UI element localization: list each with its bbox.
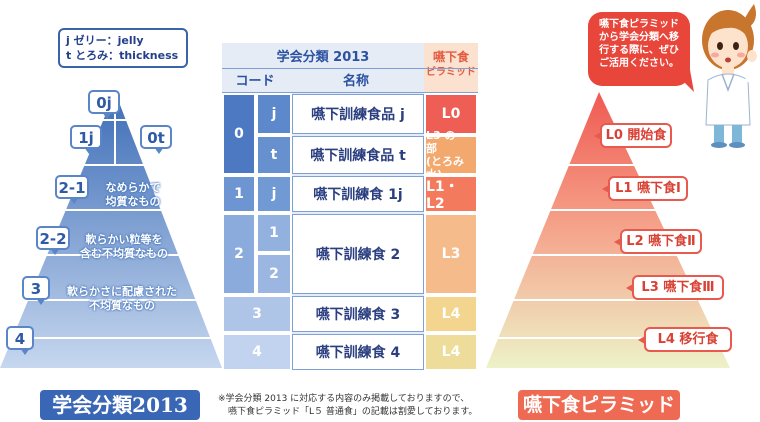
- code-cell-4: 4: [222, 333, 292, 371]
- desc-3-line1: 軟らかさに配慮された: [67, 285, 177, 298]
- right-tag-l0: L0 開始食: [594, 123, 672, 148]
- level-desc-2-2: 軟らかい粒等を 含む不均質なもの: [62, 233, 186, 261]
- level-tag-3: 3: [22, 276, 50, 305]
- name-cell-1j: 嚥下訓練食 1j: [292, 176, 424, 212]
- bubble-tail: [672, 70, 694, 92]
- pyramid-cell-2: L3: [424, 213, 478, 295]
- footer-gakkai-bunrui: 学会分類2013: [40, 390, 200, 420]
- footer-enge-pyramid: 嚥下食ピラミッド: [518, 390, 680, 420]
- legend-jelly: j ゼリー：jelly: [66, 34, 144, 47]
- footnote-line1: ※学会分類 2013 に対応する内容のみ掲載しておりますので、: [218, 394, 470, 404]
- desc-2-1-line2: 均質なもの: [105, 195, 161, 208]
- right-tag-l3: L3 嚥下食Ⅲ: [626, 275, 724, 300]
- level-tag-2-1: 2-1: [55, 175, 89, 204]
- pyramid-0t-line1: L3 の一部: [426, 129, 467, 155]
- bubble-line4: ご活用ください。: [599, 58, 679, 69]
- nurse-character-illustration: [702, 4, 758, 148]
- level-desc-2-1: なめらかで 均質なもの: [88, 181, 178, 209]
- subcode-cell-0j: j: [256, 93, 292, 135]
- subcode-cell-2-2: 2: [256, 253, 292, 295]
- pyramid-cell-3: L4: [424, 295, 478, 333]
- header-divider: [222, 68, 478, 69]
- pyramid-cell-1j: L1・L2: [424, 175, 478, 213]
- desc-2-2-line1: 軟らかい粒等を: [85, 233, 163, 246]
- bubble-line1: 嚥下食ピラミッド: [599, 19, 679, 30]
- subcode-cell-0t: t: [256, 135, 292, 175]
- name-cell-3: 嚥下訓練食 3: [292, 296, 424, 332]
- level-tag-1j: 1j: [70, 125, 102, 154]
- table-title: 学会分類 2013: [276, 50, 370, 65]
- desc-3-line2: 不均質なもの: [89, 299, 155, 312]
- pyramid-cell-0j: L0: [424, 93, 478, 135]
- legend-thickness: t とろみ：thickness: [66, 49, 179, 62]
- bubble-line3: 行する際に、ぜひ: [599, 45, 679, 56]
- name-cell-0t: 嚥下訓練食品 t: [292, 136, 424, 174]
- code-cell-0: 0: [222, 93, 256, 175]
- left-pyramid: [0, 92, 222, 368]
- header-pyramid-line2: ピラミッド: [426, 67, 476, 78]
- name-cell-2: 嚥下訓練食 2: [292, 214, 424, 294]
- desc-2-2-line2: 含む不均質なもの: [80, 247, 168, 260]
- pyramid-cell-4: L4: [424, 333, 478, 371]
- table-header-pyramid: 嚥下食 ピラミッド: [424, 50, 478, 80]
- level-tag-0j: 0j: [88, 90, 120, 119]
- right-tag-l1: L1 嚥下食Ⅰ: [602, 176, 688, 201]
- level-desc-3: 軟らかさに配慮された 不均質なもの: [52, 285, 192, 313]
- footnote-line2: 嚥下食ピラミッド「L５ 普通食」の記載は割愛しております。: [228, 407, 478, 417]
- level-tag-0t: 0t: [140, 125, 172, 154]
- subcode-cell-2-1: 1: [256, 213, 292, 253]
- level-tag-4: 4: [6, 326, 34, 355]
- pyramid-cell-0t: L3 の一部 (とろみ水): [424, 129, 478, 181]
- name-cell-0j: 嚥下訓練食品 j: [292, 94, 424, 134]
- right-tag-l4: L4 移行食: [638, 327, 732, 352]
- desc-2-1-line1: なめらかで: [105, 181, 161, 194]
- name-cell-4: 嚥下訓練食 4: [292, 334, 424, 370]
- footnote: ※学会分類 2013 に対応する内容のみ掲載しておりますので、 嚥下食ピラミッド…: [218, 393, 508, 419]
- subcode-cell-1j: j: [256, 175, 292, 213]
- table-header-code: コード: [235, 74, 275, 89]
- code-cell-1: 1: [222, 175, 256, 213]
- speech-bubble: 嚥下食ピラミッド から学会分類へ移 行する際に、ぜひ ご活用ください。: [588, 12, 690, 86]
- table-header-name: 名称: [342, 74, 369, 89]
- code-cell-3: 3: [222, 295, 292, 333]
- code-cell-2: 2: [222, 213, 256, 295]
- legend-box: j ゼリー：jelly t とろみ：thickness: [58, 28, 188, 68]
- level-tag-2-2: 2-2: [36, 226, 70, 255]
- right-tag-l2: L2 嚥下食Ⅱ: [614, 229, 702, 254]
- header-pyramid-line1: 嚥下食: [432, 50, 469, 64]
- bubble-line2: から学会分類へ移: [599, 32, 679, 43]
- header-divider-2: [222, 92, 478, 93]
